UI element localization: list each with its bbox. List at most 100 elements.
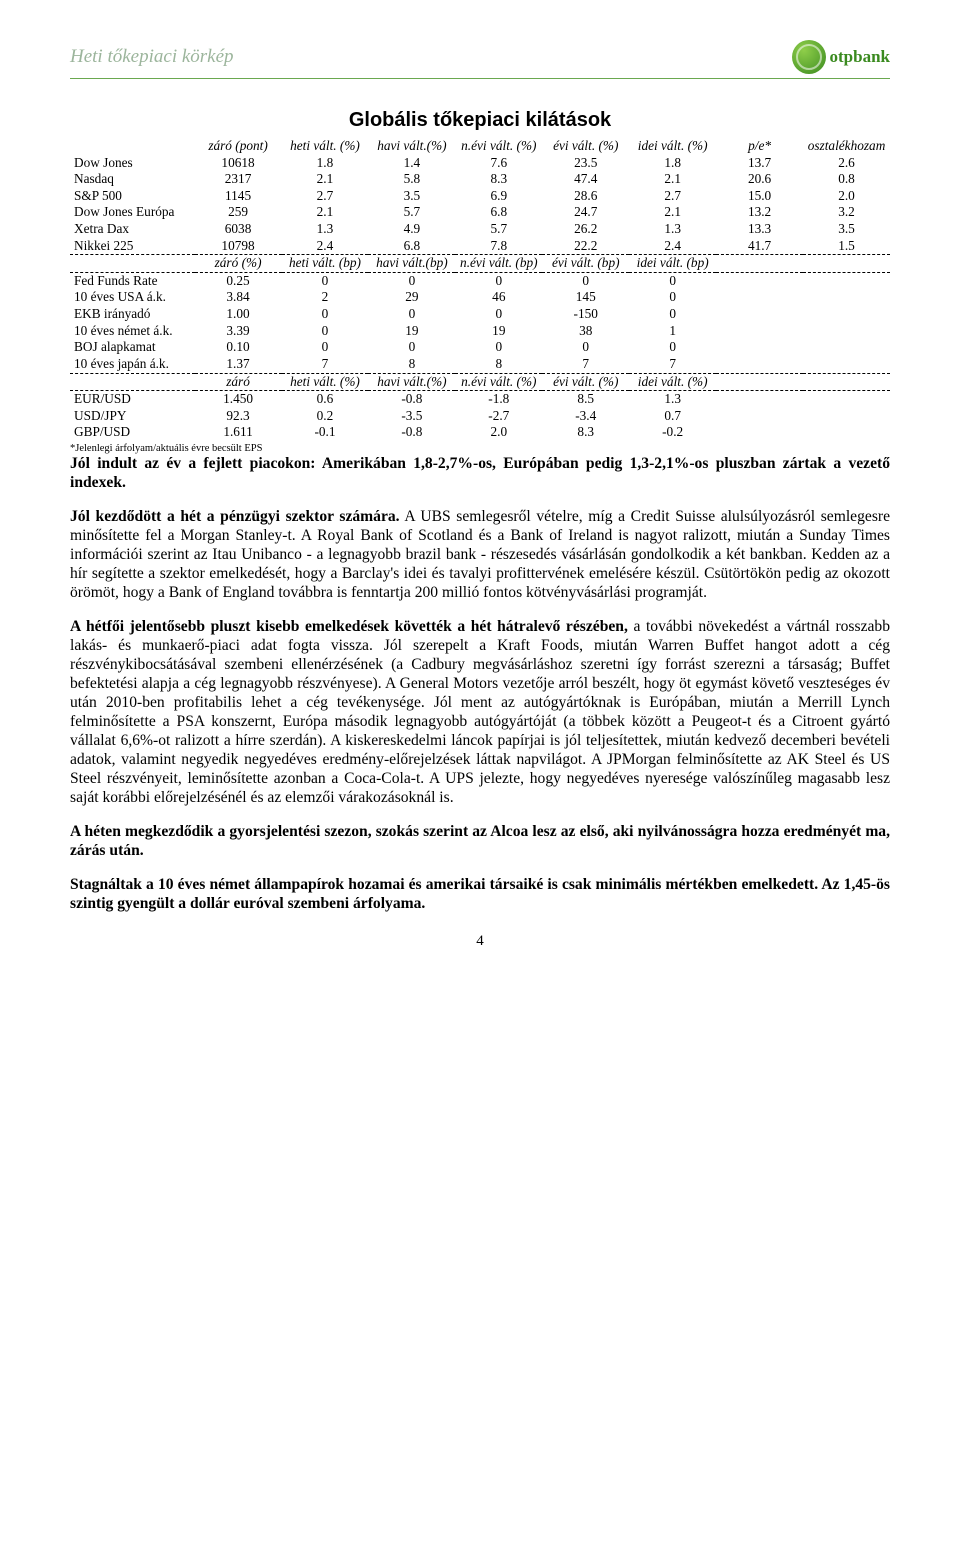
table-cell: 2.4	[282, 238, 369, 255]
table-header-cell	[70, 138, 195, 155]
table-header-cell: idei vált. (%)	[629, 138, 716, 155]
table-cell: 0	[282, 339, 369, 356]
table-cell: 0.7	[629, 408, 716, 425]
table-cell: 2.0	[455, 424, 542, 441]
table-cell: 8	[455, 356, 542, 373]
table-cell: 0	[455, 306, 542, 323]
table-cell: 0.6	[282, 391, 369, 408]
table-cell: 0	[629, 339, 716, 356]
paragraph-1: Jól indult az év a fejlett piacokon: Ame…	[70, 454, 890, 492]
table-cell: 13.3	[716, 221, 803, 238]
table-cell	[716, 424, 803, 441]
table-cell	[803, 391, 890, 408]
table-header-cell	[803, 374, 890, 391]
table-cell: 8.3	[542, 424, 629, 441]
table-cell: USD/JPY	[70, 408, 195, 425]
table-cell: -3.5	[368, 408, 455, 425]
table-row: EKB irányadó1.00000-1500	[70, 306, 890, 323]
table-cell: 5.8	[368, 171, 455, 188]
table-cell: 2.1	[282, 204, 369, 221]
table-cell	[716, 273, 803, 290]
table-cell: 7.8	[455, 238, 542, 255]
table-cell: 2	[282, 289, 369, 306]
table-cell: 20.6	[716, 171, 803, 188]
table-cell: 5.7	[368, 204, 455, 221]
table-cell: 2.7	[629, 188, 716, 205]
table-cell: 0.8	[803, 171, 890, 188]
table-header-cell: heti vált. (%)	[282, 374, 369, 391]
table-cell	[803, 339, 890, 356]
table-row: 10 éves japán á.k.1.3778877	[70, 356, 890, 373]
table-cell: 0.25	[195, 273, 282, 290]
table-cell: 2.6	[803, 155, 890, 172]
table-cell: 19	[455, 323, 542, 340]
table-cell	[803, 273, 890, 290]
table-row: S&P 50011452.73.56.928.62.715.02.0	[70, 188, 890, 205]
table-cell: -0.8	[368, 391, 455, 408]
table-cell: BOJ alapkamat	[70, 339, 195, 356]
table-cell: 0	[455, 339, 542, 356]
table-cell: 28.6	[542, 188, 629, 205]
table-row: BOJ alapkamat0.1000000	[70, 339, 890, 356]
table-header-cell	[803, 255, 890, 272]
table-cell: 8	[368, 356, 455, 373]
table-row: Nasdaq23172.15.88.347.42.120.60.8	[70, 171, 890, 188]
table-row: USD/JPY92.30.2-3.5-2.7-3.40.7	[70, 408, 890, 425]
table-cell: 0	[629, 273, 716, 290]
table-cell: 5.7	[455, 221, 542, 238]
table-row: Nikkei 225107982.46.87.822.22.441.71.5	[70, 238, 890, 255]
table-cell: 1	[629, 323, 716, 340]
table-cell: 47.4	[542, 171, 629, 188]
table-cell: 1.00	[195, 306, 282, 323]
table-cell: 6038	[195, 221, 282, 238]
table-cell: 10618	[195, 155, 282, 172]
table-cell: 24.7	[542, 204, 629, 221]
table-cell: -150	[542, 306, 629, 323]
table-cell: 0.2	[282, 408, 369, 425]
table-cell: 2.7	[282, 188, 369, 205]
table-cell: 0	[629, 306, 716, 323]
table-cell: 7	[542, 356, 629, 373]
table-header-cell	[716, 255, 803, 272]
table-cell: 0	[629, 289, 716, 306]
table-header-cell: heti vált. (%)	[282, 138, 369, 155]
table-cell	[803, 289, 890, 306]
header-title: Heti tőkepiaci körkép	[70, 46, 234, 68]
table-cell: 6.8	[455, 204, 542, 221]
table-cell: 10 éves japán á.k.	[70, 356, 195, 373]
table-header-cell	[70, 255, 195, 272]
table-cell: 0	[282, 306, 369, 323]
table-cell: 13.2	[716, 204, 803, 221]
table-cell: 8.3	[455, 171, 542, 188]
table-cell: 22.2	[542, 238, 629, 255]
table-cell: -0.8	[368, 424, 455, 441]
table-cell: 38	[542, 323, 629, 340]
table-header-row: záróheti vált. (%)havi vált.(%)n.évi vál…	[70, 374, 890, 391]
table-cell: -2.7	[455, 408, 542, 425]
table-cell: 0	[368, 273, 455, 290]
paragraph-2: Jól kezdődött a hét a pénzügyi szektor s…	[70, 507, 890, 602]
table-header-cell: havi vált.(bp)	[368, 255, 455, 272]
table-cell: 23.5	[542, 155, 629, 172]
table-cell: 2.4	[629, 238, 716, 255]
table-cell: 2317	[195, 171, 282, 188]
table-cell: 1.8	[282, 155, 369, 172]
table-cell: 2.1	[629, 204, 716, 221]
table-cell: 10 éves USA á.k.	[70, 289, 195, 306]
paragraph-4: A héten megkezdődik a gyorsjelentési sze…	[70, 822, 890, 860]
table-cell: 3.5	[803, 221, 890, 238]
table-cell	[716, 306, 803, 323]
table-row: EUR/USD1.4500.6-0.8-1.88.51.3	[70, 391, 890, 408]
table-cell	[803, 408, 890, 425]
paragraph-3: A hétfői jelentősebb pluszt kisebb emelk…	[70, 617, 890, 807]
table-cell: 2.1	[629, 171, 716, 188]
table-cell: 2.0	[803, 188, 890, 205]
main-title: Globális tőkepiaci kilátások	[70, 109, 890, 132]
table-header-cell: idei vált. (bp)	[629, 255, 716, 272]
table-row: Fed Funds Rate0.2500000	[70, 273, 890, 290]
table-cell: S&P 500	[70, 188, 195, 205]
table-cell: 1.37	[195, 356, 282, 373]
table-cell: Nikkei 225	[70, 238, 195, 255]
table-cell: 26.2	[542, 221, 629, 238]
table-cell: 13.7	[716, 155, 803, 172]
